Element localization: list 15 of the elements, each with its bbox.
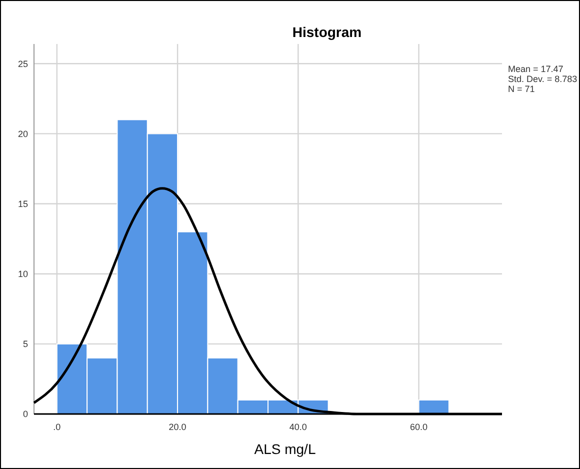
y-tick-label: 0 [22, 409, 28, 420]
y-tick-label: 25 [18, 58, 28, 69]
y-tick-label: 5 [22, 339, 28, 350]
text: Mean = 17.47 [508, 64, 564, 74]
chart-title: Histogram [292, 24, 362, 40]
y-tick-label: 10 [18, 269, 28, 279]
y-tick-label: 15 [18, 198, 28, 209]
x-tick-label: .0 [53, 422, 61, 432]
text: Std. Dev. = 8.783 [508, 74, 578, 84]
x-axis-title: ALS mg/L [254, 441, 316, 457]
x-tick-label: 60.0 [410, 422, 428, 432]
x-tick-label: 20.0 [168, 422, 186, 432]
text: N = 71 [508, 84, 535, 94]
y-tick-label: 20 [18, 128, 28, 139]
x-tick-label: 40.0 [289, 422, 307, 432]
